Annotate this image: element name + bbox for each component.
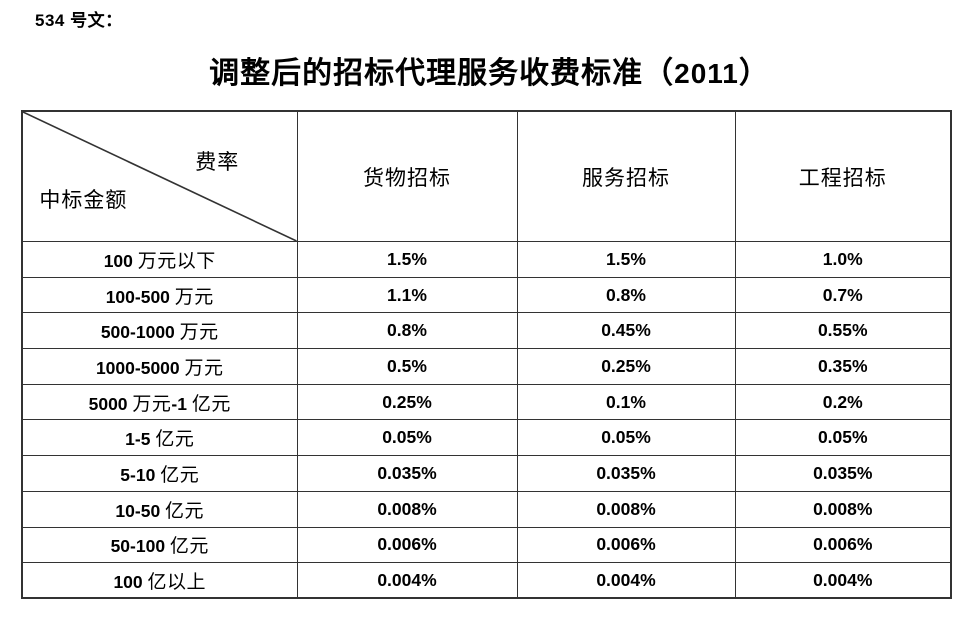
table-row: 1000-5000 万元 0.5% 0.25% 0.35% xyxy=(21,348,952,385)
amount-range-cell: 5-10 亿元 xyxy=(21,455,298,492)
rate-cell: 0.1% xyxy=(516,383,736,421)
rate-cell: 0.35% xyxy=(734,348,952,385)
rate-cell: 0.008% xyxy=(296,490,518,528)
rate-cell: 0.05% xyxy=(516,419,736,457)
table-row: 100 亿以上 0.004% 0.004% 0.004% xyxy=(21,562,952,599)
rate-cell: 0.5% xyxy=(296,348,518,385)
rate-cell: 0.8% xyxy=(516,276,736,314)
table-row: 5000 万元-1 亿元 0.25% 0.1% 0.2% xyxy=(21,383,952,421)
rate-cell: 1.5% xyxy=(516,241,736,278)
rate-cell: 0.035% xyxy=(516,455,736,492)
table-row: 100-500 万元 1.1% 0.8% 0.7% xyxy=(21,276,952,314)
rate-cell: 0.25% xyxy=(296,383,518,421)
rate-cell: 0.8% xyxy=(296,312,518,350)
rate-cell: 0.55% xyxy=(734,312,952,350)
column-header-goods: 货物招标 xyxy=(296,110,518,242)
amount-range-cell: 10-50 亿元 xyxy=(21,490,298,528)
column-header-engineering: 工程招标 xyxy=(734,110,952,242)
rate-cell: 0.006% xyxy=(296,526,518,564)
rate-cell: 0.008% xyxy=(516,490,736,528)
column-header-services: 服务招标 xyxy=(516,110,736,242)
fee-table: 费率 中标金额 货物招标 服务招标 工程招标 100 万元以下 1.5% 1.5% 1… xyxy=(21,110,952,600)
rate-cell: 1.1% xyxy=(296,276,518,314)
table-row: 500-1000 万元 0.8% 0.45% 0.55% xyxy=(21,312,952,350)
amount-range-cell: 1-5 亿元 xyxy=(21,419,298,457)
rate-cell: 0.035% xyxy=(296,455,518,492)
header-row: 费率 中标金额 货物招标 服务招标 工程招标 xyxy=(21,110,952,242)
corner-label-rate: 费率 xyxy=(195,149,240,174)
rate-cell: 0.2% xyxy=(734,383,952,421)
amount-range-cell: 100-500 万元 xyxy=(21,276,298,314)
amount-range-cell: 100 亿以上 xyxy=(21,562,298,599)
rate-cell: 0.008% xyxy=(734,490,952,528)
rate-cell: 1.0% xyxy=(734,241,952,278)
page-title: 调整后的招标代理服务收费标准（2011） xyxy=(209,56,770,91)
amount-range-cell: 50-100 亿元 xyxy=(21,526,298,564)
rate-cell: 0.035% xyxy=(734,455,952,492)
rate-cell: 0.05% xyxy=(734,419,952,457)
table-row: 5-10 亿元 0.035% 0.035% 0.035% xyxy=(21,455,952,492)
rate-cell: 0.7% xyxy=(734,276,952,314)
corner-header-cell: 费率 中标金额 xyxy=(21,110,298,242)
rate-cell: 0.004% xyxy=(296,562,518,599)
table-row: 10-50 亿元 0.008% 0.008% 0.008% xyxy=(21,490,952,528)
doc-number: 534 号文： xyxy=(35,11,123,31)
amount-range-cell: 100 万元以下 xyxy=(21,241,298,278)
rate-cell: 0.05% xyxy=(296,419,518,457)
rate-cell: 0.004% xyxy=(734,562,952,599)
table-row: 50-100 亿元 0.006% 0.006% 0.006% xyxy=(21,526,952,564)
rate-cell: 0.45% xyxy=(516,312,736,350)
table-row: 1-5 亿元 0.05% 0.05% 0.05% xyxy=(21,419,952,457)
fee-table-container: 费率 中标金额 货物招标 服务招标 工程招标 100 万元以下 1.5% 1.5% 1… xyxy=(21,110,952,600)
rate-cell: 1.5% xyxy=(296,241,518,278)
rate-cell: 0.004% xyxy=(516,562,736,599)
amount-range-cell: 5000 万元-1 亿元 xyxy=(21,383,298,421)
rate-cell: 0.25% xyxy=(516,348,736,385)
table-row: 100 万元以下 1.5% 1.5% 1.0% xyxy=(21,241,952,278)
amount-range-cell: 1000-5000 万元 xyxy=(21,348,298,385)
diagonal-line xyxy=(23,112,297,241)
amount-range-cell: 500-1000 万元 xyxy=(21,312,298,350)
rate-cell: 0.006% xyxy=(516,526,736,564)
rate-cell: 0.006% xyxy=(734,526,952,564)
corner-label-amount: 中标金额 xyxy=(39,188,128,213)
